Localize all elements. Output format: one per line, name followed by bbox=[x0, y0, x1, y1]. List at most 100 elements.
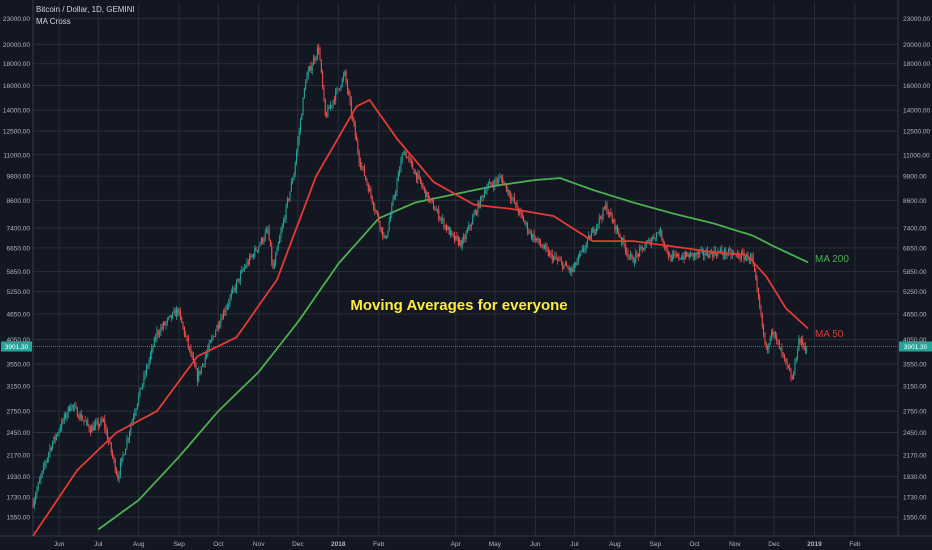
candle-body bbox=[742, 252, 744, 254]
candle-body bbox=[665, 246, 667, 248]
candle-body bbox=[537, 238, 539, 240]
candle-body bbox=[345, 71, 347, 82]
candle-body bbox=[443, 218, 445, 228]
x-tick-label: Feb bbox=[373, 541, 385, 548]
candle-body bbox=[87, 420, 89, 426]
candle-body bbox=[628, 256, 630, 257]
candle-body bbox=[245, 266, 247, 268]
candle-body bbox=[426, 192, 428, 198]
candle-body bbox=[769, 338, 771, 344]
candle-body bbox=[461, 240, 463, 247]
candle-body bbox=[699, 252, 701, 255]
candle-body bbox=[299, 119, 301, 132]
candle-body bbox=[105, 428, 107, 431]
candle-body bbox=[619, 235, 621, 238]
candle-body bbox=[212, 336, 214, 339]
candle-body bbox=[763, 325, 765, 333]
candle-body bbox=[243, 267, 245, 270]
candle-body bbox=[172, 312, 174, 319]
candle-body bbox=[326, 115, 328, 117]
candle-body bbox=[296, 151, 298, 164]
candle-body bbox=[597, 224, 599, 226]
candle-body bbox=[309, 66, 311, 71]
y-tick-label-right: 6650.00 bbox=[903, 245, 927, 252]
candle-body bbox=[271, 246, 273, 262]
y-tick-label-right: 4650.00 bbox=[903, 312, 927, 319]
candle-body bbox=[675, 254, 677, 256]
candle-body bbox=[247, 262, 249, 264]
candle-body bbox=[118, 475, 120, 479]
candle-body bbox=[446, 225, 448, 230]
time-axis[interactable]: Jun Jul Aug Sep Oct Nov Dec 2018 Feb Apr May Jun Jul… bbox=[54, 541, 861, 548]
candle-body bbox=[470, 224, 472, 227]
candle-body bbox=[148, 360, 150, 366]
candle-body bbox=[683, 256, 685, 259]
candle-body bbox=[555, 256, 557, 260]
candle-body bbox=[388, 221, 390, 231]
candle-body bbox=[196, 369, 198, 381]
candle-body bbox=[356, 135, 358, 142]
candle-body bbox=[378, 214, 380, 222]
candle-body bbox=[562, 262, 564, 269]
candle-body bbox=[729, 249, 731, 251]
candle-body bbox=[290, 182, 292, 192]
candle-body bbox=[481, 195, 483, 197]
candle-body bbox=[636, 253, 638, 255]
candle-body bbox=[357, 141, 359, 153]
candle-body bbox=[62, 420, 64, 422]
candle-body bbox=[770, 331, 772, 339]
y-tick-label-right: 2170.00 bbox=[903, 452, 927, 459]
candle-body bbox=[71, 405, 73, 409]
candle-body bbox=[476, 210, 478, 214]
candle-body bbox=[166, 318, 168, 323]
candle-body bbox=[648, 239, 650, 242]
candle-body bbox=[359, 162, 361, 167]
candle-body bbox=[115, 470, 117, 475]
candle-body bbox=[639, 248, 641, 257]
candle-body bbox=[183, 327, 185, 335]
series-labels: MA 200 MA 50 bbox=[815, 254, 849, 340]
candle-body bbox=[389, 214, 391, 222]
candle-body bbox=[526, 223, 528, 232]
candle-body bbox=[185, 334, 187, 336]
candle-body bbox=[282, 220, 284, 226]
candle-body bbox=[396, 181, 398, 192]
candle-body bbox=[316, 48, 318, 58]
candle-body bbox=[806, 350, 808, 352]
candle-body bbox=[485, 191, 487, 193]
candle-body bbox=[726, 254, 728, 256]
candle-body bbox=[280, 231, 282, 238]
candle-body bbox=[191, 354, 193, 357]
candle-body bbox=[744, 257, 746, 260]
candle-body bbox=[643, 248, 645, 251]
candle-body bbox=[429, 198, 431, 201]
candle-body bbox=[511, 197, 513, 200]
candle-body bbox=[750, 255, 752, 260]
candle-body bbox=[581, 248, 583, 252]
candle-body bbox=[786, 360, 788, 366]
x-tick-label: Jun bbox=[530, 541, 541, 548]
candle-body bbox=[119, 462, 121, 476]
series-label: MA 200 bbox=[815, 254, 849, 265]
candle-body bbox=[306, 75, 308, 83]
candle-body bbox=[370, 188, 372, 196]
indicator-label[interactable]: MA Cross bbox=[36, 17, 71, 26]
candle-body bbox=[592, 228, 594, 233]
candle-body bbox=[504, 182, 506, 185]
candle-body bbox=[418, 174, 420, 177]
candle-body bbox=[132, 416, 134, 421]
candle-body bbox=[704, 255, 706, 257]
candle-body bbox=[422, 186, 424, 188]
candle-body bbox=[178, 310, 180, 314]
candle-body bbox=[438, 209, 440, 220]
candle-body bbox=[75, 406, 77, 408]
candle-body bbox=[362, 166, 364, 168]
x-tick-label: Feb bbox=[849, 541, 861, 548]
candle-body bbox=[408, 157, 410, 159]
candle-body bbox=[800, 339, 802, 343]
candle-body bbox=[614, 219, 616, 230]
candle-body bbox=[106, 430, 108, 440]
price-axis[interactable]: 1550.00 1550.00 1730.00 1730.00 1930.00 1930.… bbox=[3, 16, 931, 522]
